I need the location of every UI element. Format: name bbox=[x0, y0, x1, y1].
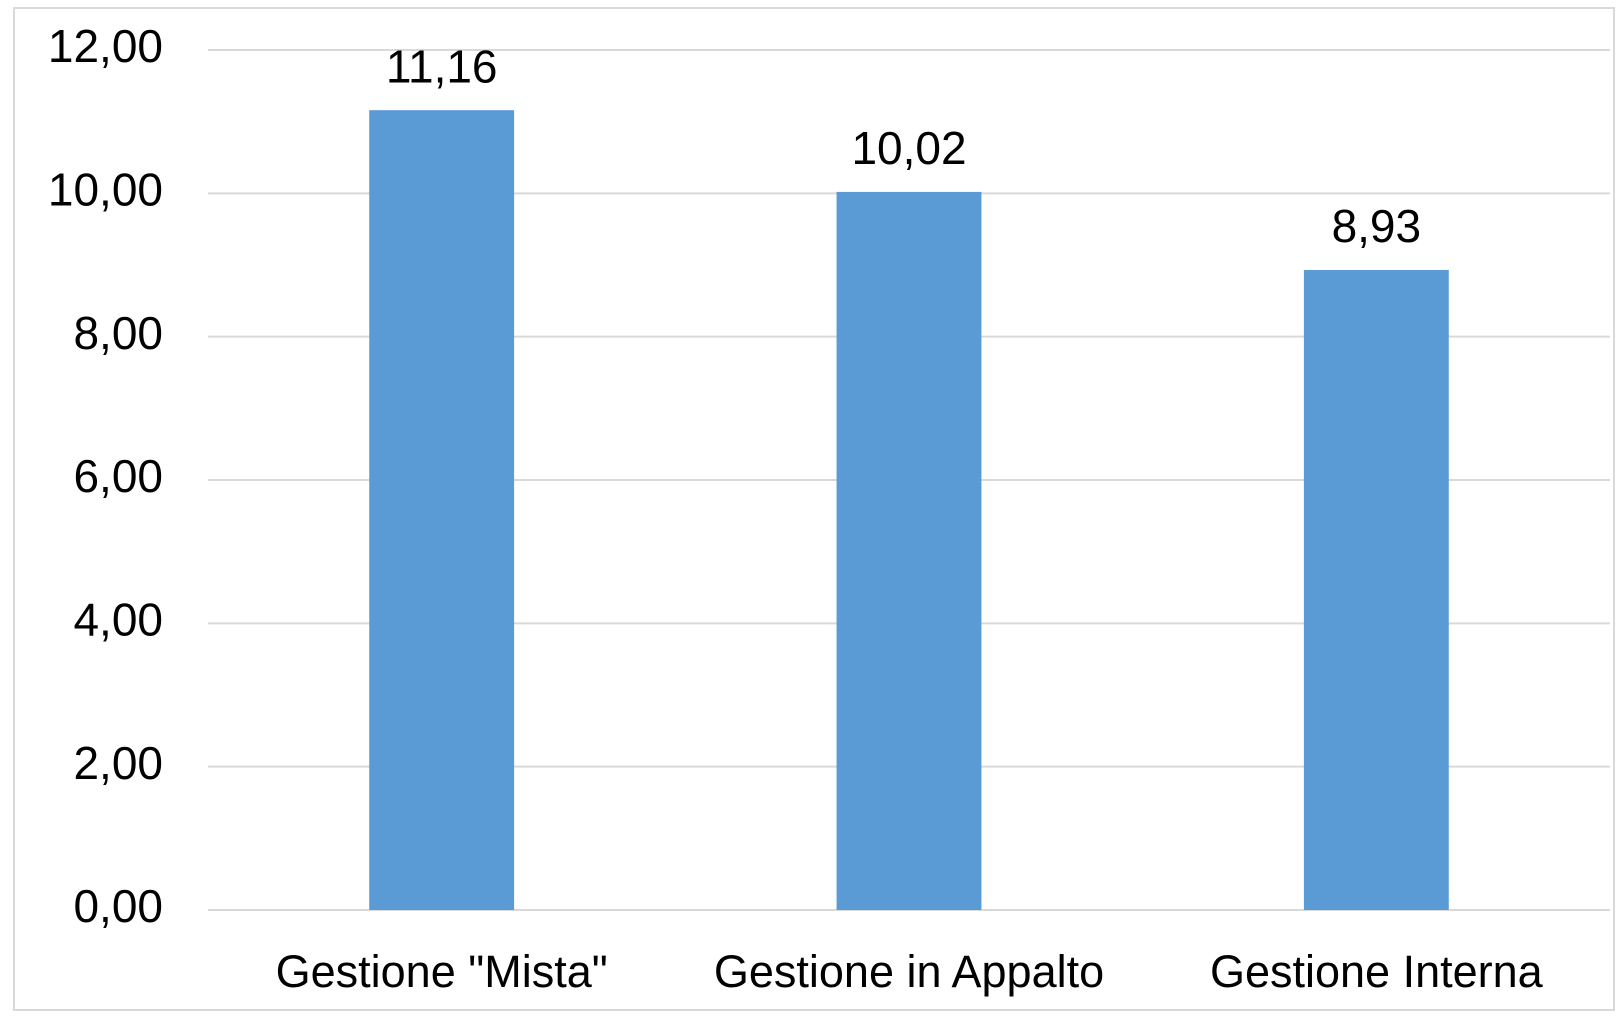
y-tick-label: 6,00 bbox=[73, 450, 163, 502]
y-tick-label: 8,00 bbox=[73, 307, 163, 359]
value-label: 8,93 bbox=[1332, 200, 1422, 252]
y-tick-label: 2,00 bbox=[73, 737, 163, 789]
bar bbox=[836, 191, 982, 910]
x-tick-label: Gestione Interna bbox=[1210, 946, 1544, 997]
x-tick-label: Gestione "Mista" bbox=[276, 946, 608, 997]
y-tick-label: 12,00 bbox=[48, 20, 163, 72]
value-label: 11,16 bbox=[386, 40, 498, 92]
y-tick-label: 4,00 bbox=[73, 593, 163, 645]
y-tick-label: 0,00 bbox=[73, 880, 163, 932]
x-tick-label: Gestione in Appalto bbox=[714, 946, 1104, 997]
bar bbox=[1303, 270, 1449, 910]
bar bbox=[369, 110, 515, 910]
y-tick-label: 10,00 bbox=[48, 163, 163, 215]
value-label: 10,02 bbox=[851, 122, 966, 174]
